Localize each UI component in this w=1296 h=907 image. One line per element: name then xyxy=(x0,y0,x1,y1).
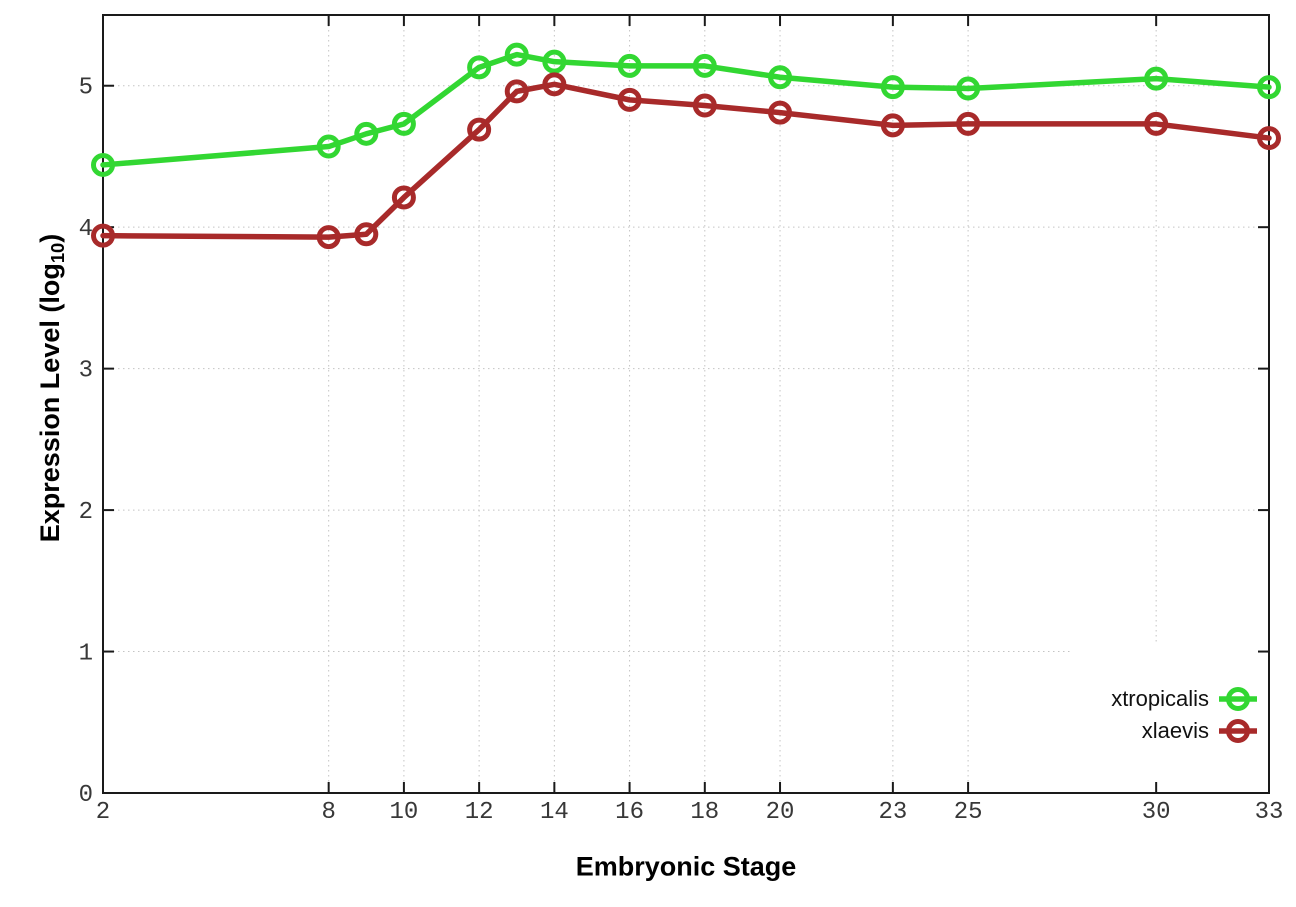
data-point-xlaevis-12 xyxy=(467,117,492,142)
x-tick-label: 16 xyxy=(615,799,644,826)
plot-border xyxy=(102,14,1270,794)
y-axis-title-close: ) xyxy=(34,233,65,243)
data-point-xtropicalis-9 xyxy=(354,121,379,146)
data-point-xlaevis-2 xyxy=(91,223,115,248)
x-tick-label: 20 xyxy=(766,799,795,826)
y-tick-label: 3 xyxy=(79,358,93,385)
data-point-xlaevis-13 xyxy=(504,79,529,104)
y-tick-label: 1 xyxy=(79,641,93,668)
x-tick-label: 25 xyxy=(954,799,983,826)
x-tick-label: 30 xyxy=(1142,799,1171,826)
data-point-xtropicalis-16 xyxy=(617,53,642,78)
data-point-xlaevis-14 xyxy=(542,72,567,97)
y-tick-labels: 0 1 2 3 4 5 xyxy=(79,75,93,809)
data-point-xlaevis-30 xyxy=(1144,111,1169,136)
data-point-xlaevis-18 xyxy=(692,93,717,118)
legend-marker-xlaevis-icon xyxy=(1219,719,1257,743)
data-point-xlaevis-23 xyxy=(880,113,905,138)
data-point-xtropicalis-23 xyxy=(880,75,905,100)
data-point-xtropicalis-30 xyxy=(1144,66,1169,91)
data-point-xtropicalis-10 xyxy=(391,111,416,136)
y-tick-label: 0 xyxy=(79,782,93,809)
series-xlaevis xyxy=(91,72,1281,250)
data-point-xtropicalis-14 xyxy=(542,49,567,74)
x-tick-label: 18 xyxy=(690,799,719,826)
x-tick-labels: 2 8 10 12 14 16 18 20 23 25 30 33 xyxy=(96,799,1284,826)
data-point-xlaevis-16 xyxy=(617,87,642,112)
series-xlaevis-line xyxy=(100,81,1272,240)
data-point-xtropicalis-25 xyxy=(956,76,981,101)
data-point-xtropicalis-13 xyxy=(504,42,529,67)
series-xtropicalis xyxy=(91,42,1281,177)
data-point-xlaevis-25 xyxy=(956,111,981,136)
x-tick-label: 2 xyxy=(96,799,110,826)
x-tick-label: 14 xyxy=(540,799,569,826)
y-axis-title-subscript: 10 xyxy=(47,242,69,264)
x-tick-label: 23 xyxy=(878,799,907,826)
data-point-xlaevis-20 xyxy=(768,100,793,125)
data-point-xlaevis-33 xyxy=(1257,126,1281,151)
data-point-xtropicalis-20 xyxy=(768,65,793,90)
y-tick-label: 4 xyxy=(79,216,93,243)
data-point-xtropicalis-8 xyxy=(316,134,341,159)
y-axis-title: Expression Level (log10) xyxy=(35,234,69,543)
data-point-xtropicalis-12 xyxy=(467,55,492,80)
legend-item-xlaevis: xlaevis xyxy=(1111,715,1258,747)
data-point-xtropicalis-33 xyxy=(1257,75,1281,100)
x-tick-label: 12 xyxy=(465,799,494,826)
legend-marker-xtropicalis-icon xyxy=(1219,687,1257,711)
series-xtropicalis-line xyxy=(100,51,1272,168)
data-point-xlaevis-9 xyxy=(354,222,379,247)
legend-item-xtropicalis: xtropicalis xyxy=(1111,683,1258,715)
legend: xtropicalis xlaevis xyxy=(1111,683,1258,747)
x-axis-title: Embryonic Stage xyxy=(575,851,797,882)
data-point-xlaevis-8 xyxy=(316,225,341,250)
x-tick-label: 33 xyxy=(1255,799,1284,826)
y-axis-title-text: Expression Level (log xyxy=(34,263,65,543)
x-tick-label: 8 xyxy=(321,799,335,826)
legend-label-xlaevis: xlaevis xyxy=(1141,718,1209,743)
legend-label-xtropicalis: xtropicalis xyxy=(1111,686,1209,711)
axis-ticks xyxy=(102,16,1270,794)
data-point-xlaevis-10 xyxy=(391,185,416,210)
legend-mask xyxy=(1072,643,1268,791)
x-tick-label: 10 xyxy=(389,799,418,826)
y-tick-label: 2 xyxy=(79,499,93,526)
y-tick-label: 5 xyxy=(79,75,93,102)
data-point-xtropicalis-18 xyxy=(692,53,717,78)
data-point-xtropicalis-2 xyxy=(91,152,115,177)
